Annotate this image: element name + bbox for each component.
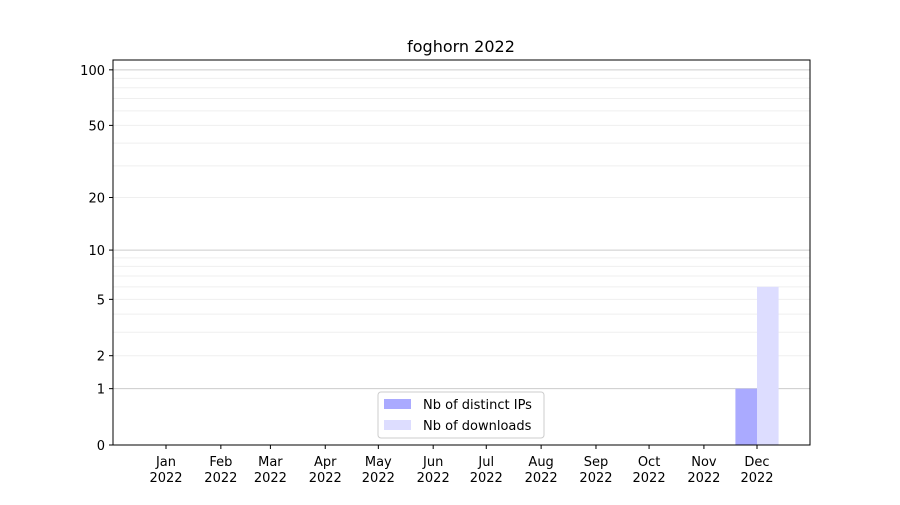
x-axis: Jan2022Feb2022Mar2022Apr2022May2022Jun20… — [149, 445, 774, 486]
x-tick-label-year: 2022 — [204, 471, 237, 486]
x-tick-label-year: 2022 — [579, 471, 612, 486]
x-tick-label-year: 2022 — [149, 471, 182, 486]
legend-label-downloads: Nb of downloads — [423, 419, 532, 434]
x-tick-label-year: 2022 — [633, 471, 666, 486]
x-tick-label-year: 2022 — [309, 471, 342, 486]
y-tick-label: 0 — [97, 439, 105, 454]
y-tick-label: 5 — [97, 293, 105, 308]
y-tick-label: 20 — [88, 192, 105, 207]
x-tick-label-year: 2022 — [470, 471, 503, 486]
y-tick-label: 1 — [97, 383, 105, 398]
y-tick-label: 100 — [80, 64, 105, 79]
bar-downloads — [757, 286, 779, 445]
chart-title: foghorn 2022 — [407, 37, 515, 56]
x-tick-label-month: Feb — [209, 455, 232, 470]
x-tick-label-month: Nov — [691, 455, 717, 470]
x-tick-label-month: Apr — [314, 455, 337, 470]
x-tick-label-year: 2022 — [417, 471, 450, 486]
legend-label-ips: Nb of distinct IPs — [423, 398, 532, 413]
grid — [113, 69, 810, 390]
y-tick-label: 50 — [88, 119, 105, 134]
x-tick-label-month: Dec — [744, 455, 769, 470]
x-tick-label-year: 2022 — [687, 471, 720, 486]
bar-distinct-ips — [735, 388, 757, 445]
x-tick-label-month: Sep — [584, 455, 609, 470]
legend-box — [377, 391, 545, 439]
legend-swatch-ips — [384, 399, 411, 409]
y-tick-label: 10 — [88, 244, 105, 259]
plot-frame — [112, 59, 811, 446]
x-tick-label-year: 2022 — [254, 471, 287, 486]
x-tick-label-month: Mar — [258, 455, 283, 470]
x-tick-label-month: May — [365, 455, 392, 470]
x-tick-label-month: Aug — [528, 455, 553, 470]
x-tick-label-month: Jun — [422, 455, 443, 470]
x-tick-label-year: 2022 — [740, 471, 773, 486]
bars — [735, 286, 779, 445]
x-tick-label-month: Jan — [155, 455, 176, 470]
x-tick-label-year: 2022 — [525, 471, 558, 486]
x-tick-label-month: Oct — [638, 455, 660, 470]
y-axis: 0 1 2 5 10 20 50 100 — [80, 64, 113, 454]
x-tick-label-month: Jul — [477, 455, 494, 470]
legend: Nb of distinct IPs Nb of downloads — [377, 391, 545, 439]
legend-swatch-downloads — [384, 420, 411, 430]
y-tick-label: 2 — [97, 350, 105, 365]
x-tick-label-year: 2022 — [362, 471, 395, 486]
